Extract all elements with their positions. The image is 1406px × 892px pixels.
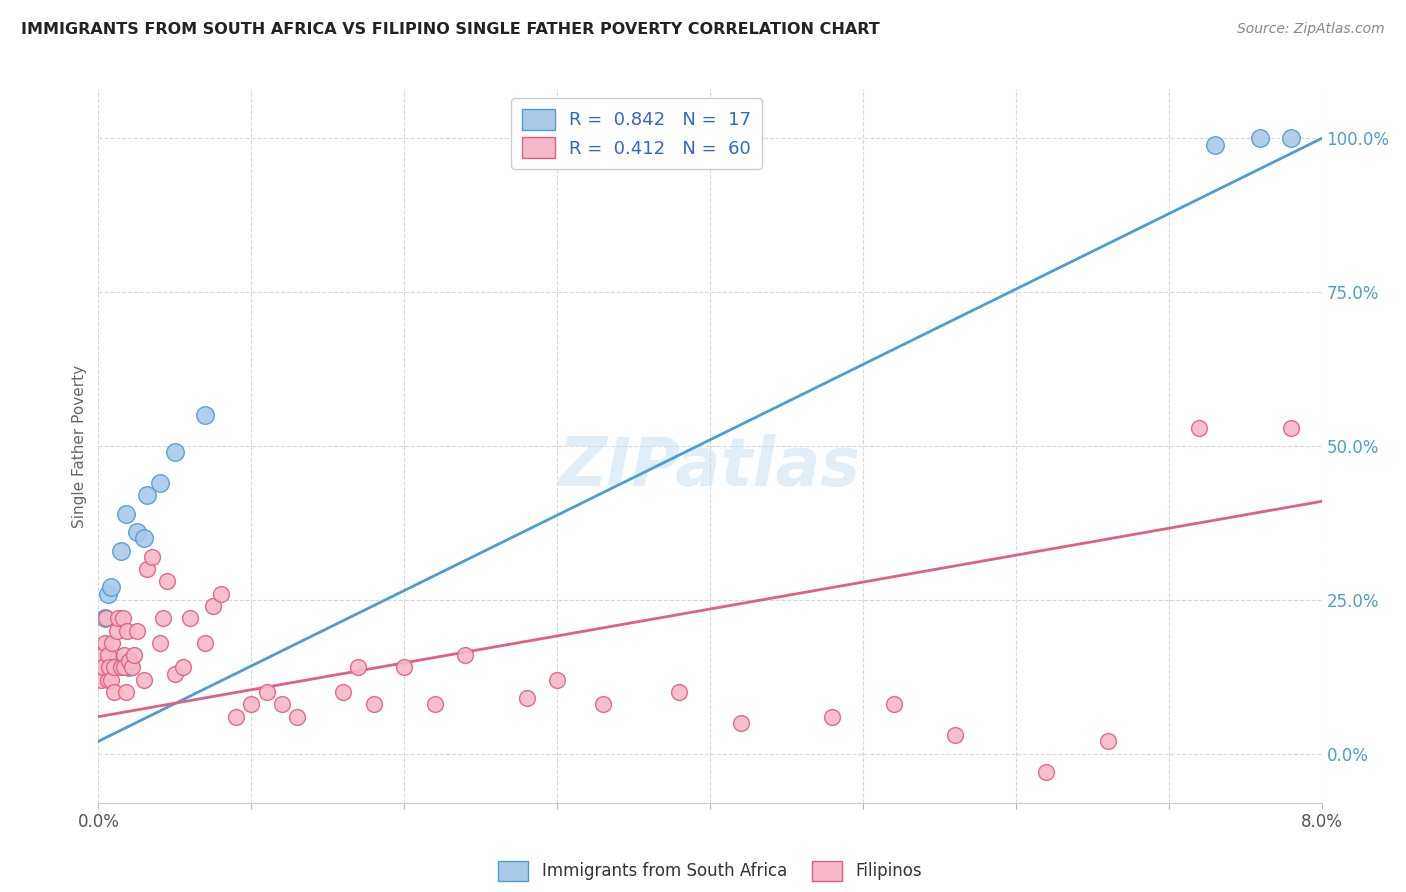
Point bbox=[115, 507, 138, 521]
Point bbox=[1249, 131, 1271, 145]
Point bbox=[118, 660, 141, 674]
Point bbox=[821, 709, 844, 723]
Point bbox=[1097, 734, 1119, 748]
Point bbox=[103, 660, 125, 674]
Point bbox=[100, 581, 122, 595]
Point bbox=[668, 685, 690, 699]
Point bbox=[152, 611, 174, 625]
Point bbox=[117, 624, 139, 638]
Point bbox=[943, 728, 966, 742]
Point bbox=[97, 648, 120, 662]
Point bbox=[107, 611, 129, 625]
Point bbox=[1204, 137, 1226, 152]
Point bbox=[118, 654, 141, 668]
Point bbox=[423, 698, 446, 712]
Point bbox=[110, 543, 132, 558]
Point bbox=[270, 698, 294, 712]
Point bbox=[730, 715, 752, 730]
Point bbox=[125, 624, 148, 638]
Point bbox=[105, 624, 128, 638]
Point bbox=[194, 636, 217, 650]
Point bbox=[256, 685, 278, 699]
Point bbox=[111, 611, 134, 625]
Point bbox=[149, 475, 172, 490]
Point bbox=[97, 673, 120, 687]
Point bbox=[89, 660, 111, 674]
Point bbox=[97, 587, 120, 601]
Text: IMMIGRANTS FROM SOUTH AFRICA VS FILIPINO SINGLE FATHER POVERTY CORRELATION CHART: IMMIGRANTS FROM SOUTH AFRICA VS FILIPINO… bbox=[21, 22, 880, 37]
Point bbox=[592, 698, 614, 712]
Point bbox=[209, 587, 232, 601]
Point bbox=[240, 698, 263, 712]
Point bbox=[103, 685, 125, 699]
Point bbox=[94, 611, 117, 625]
Point bbox=[332, 685, 354, 699]
Point bbox=[202, 599, 225, 613]
Point bbox=[136, 562, 159, 576]
Point bbox=[1279, 420, 1302, 434]
Point bbox=[163, 445, 186, 459]
Point bbox=[1035, 765, 1057, 780]
Y-axis label: Single Father Poverty: Single Father Poverty bbox=[72, 365, 87, 527]
Text: ZIPatlas: ZIPatlas bbox=[560, 434, 860, 500]
Point bbox=[110, 660, 132, 674]
Point bbox=[883, 698, 905, 712]
Point bbox=[134, 531, 156, 545]
Point bbox=[156, 574, 179, 589]
Point bbox=[122, 648, 145, 662]
Point bbox=[546, 673, 568, 687]
Point bbox=[93, 636, 115, 650]
Point bbox=[225, 709, 247, 723]
Point bbox=[347, 660, 370, 674]
Point bbox=[516, 691, 538, 706]
Point bbox=[163, 666, 186, 681]
Point bbox=[363, 698, 385, 712]
Legend: Immigrants from South Africa, Filipinos: Immigrants from South Africa, Filipinos bbox=[492, 855, 928, 888]
Point bbox=[100, 673, 122, 687]
Point bbox=[121, 660, 143, 674]
Point bbox=[125, 525, 148, 540]
Point bbox=[141, 549, 163, 564]
Point bbox=[637, 131, 661, 145]
Point bbox=[101, 636, 124, 650]
Point bbox=[103, 654, 125, 668]
Point bbox=[136, 488, 159, 502]
Point bbox=[93, 611, 115, 625]
Point bbox=[172, 660, 194, 674]
Point bbox=[179, 611, 201, 625]
Point bbox=[90, 673, 112, 687]
Point bbox=[392, 660, 416, 674]
Point bbox=[115, 685, 138, 699]
Point bbox=[112, 660, 135, 674]
Point bbox=[118, 654, 141, 668]
Point bbox=[98, 660, 121, 674]
Point bbox=[1279, 131, 1302, 145]
Text: Source: ZipAtlas.com: Source: ZipAtlas.com bbox=[1237, 22, 1385, 37]
Point bbox=[285, 709, 308, 723]
Point bbox=[134, 673, 156, 687]
Point bbox=[149, 636, 172, 650]
Point bbox=[91, 648, 114, 662]
Point bbox=[454, 648, 477, 662]
Point bbox=[91, 660, 114, 674]
Point bbox=[194, 409, 217, 423]
Point bbox=[1188, 420, 1211, 434]
Point bbox=[112, 648, 135, 662]
